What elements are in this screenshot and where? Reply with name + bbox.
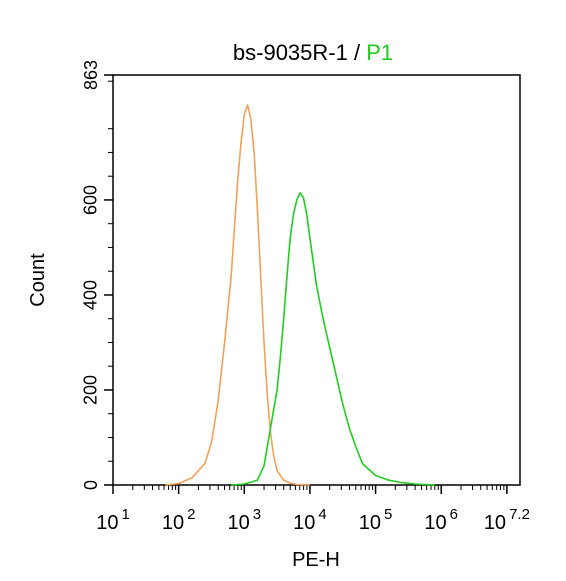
x-tick-exponent: 3 (253, 506, 261, 523)
y-tick-label: 600 (81, 185, 101, 215)
x-tick-label: 10 6 (424, 506, 458, 534)
chart-title-prefix: bs-9035R-1 (233, 40, 348, 65)
chart-title-separator: / (348, 40, 366, 65)
chart-title-gate: P1 (366, 40, 393, 65)
x-tick-label: 10 3 (227, 506, 261, 534)
x-tick-base: 10 (162, 512, 184, 534)
x-tick-base: 10 (293, 512, 315, 534)
x-tick-base: 10 (227, 512, 249, 534)
x-tick-exponent: 6 (450, 506, 458, 523)
x-tick-exponent: 7.2 (509, 506, 530, 523)
x-tick-label: 10 2 (162, 506, 196, 534)
x-tick-exponent: 4 (318, 506, 326, 523)
x-tick-base: 10 (96, 512, 118, 534)
x-tick-base: 10 (424, 512, 446, 534)
x-tick-base: 10 (359, 512, 381, 534)
series-line-2 (231, 192, 435, 486)
y-tick-label: 400 (81, 280, 101, 310)
x-tick-exponent: 1 (121, 506, 129, 523)
x-tick-exponent: 5 (384, 506, 392, 523)
chart-title: bs-9035R-1 / P1 (233, 40, 393, 65)
y-tick-label: 0 (81, 480, 101, 490)
series-group (165, 104, 435, 486)
y-axis-label: Count (27, 253, 49, 307)
x-tick-label: 10 1 (96, 506, 130, 534)
y-tick-label: 863 (81, 60, 101, 90)
y-axis: 0 200 400 600 863 (81, 60, 113, 490)
x-tick-label: 10 4 (293, 506, 327, 534)
x-tick-exponent: 2 (187, 506, 195, 523)
x-tick-base: 10 (484, 512, 506, 534)
y-tick-label: 200 (81, 375, 101, 405)
series-line-1 (165, 104, 310, 486)
x-tick-label: 10 5 (359, 506, 393, 534)
x-axis: 10 1 10 2 10 3 10 4 10 5 10 6 10 7.2 (96, 485, 530, 534)
plot-frame (112, 74, 521, 486)
x-axis-label: PE-H (292, 549, 340, 571)
x-tick-label: 10 7.2 (484, 506, 530, 534)
